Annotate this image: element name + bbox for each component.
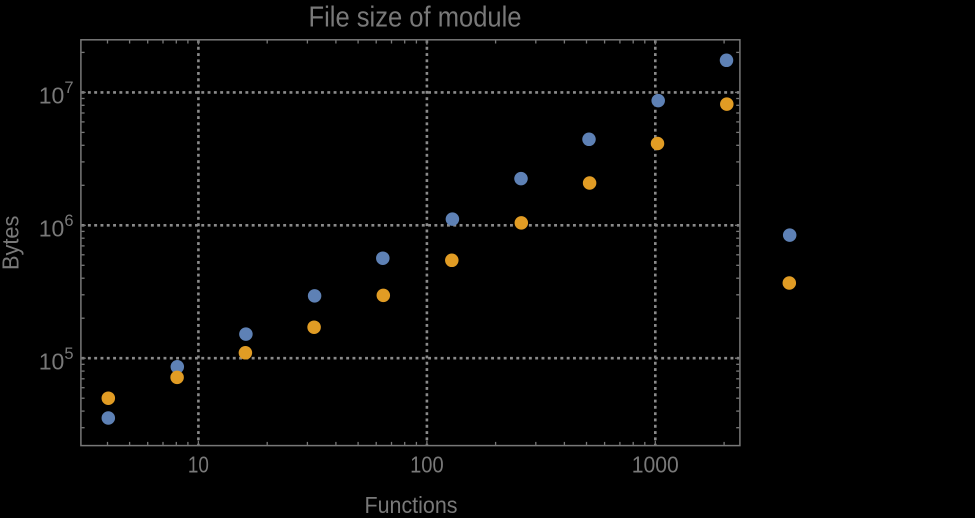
svg-text:106: 106 xyxy=(39,212,74,242)
svg-text:File size of module: File size of module xyxy=(309,1,522,33)
svg-text:10: 10 xyxy=(188,452,209,478)
svg-text:100: 100 xyxy=(410,452,444,478)
svg-text:Functions: Functions xyxy=(365,492,458,513)
svg-text:Bytes: Bytes xyxy=(0,216,23,270)
svg-text:1000: 1000 xyxy=(632,452,679,478)
